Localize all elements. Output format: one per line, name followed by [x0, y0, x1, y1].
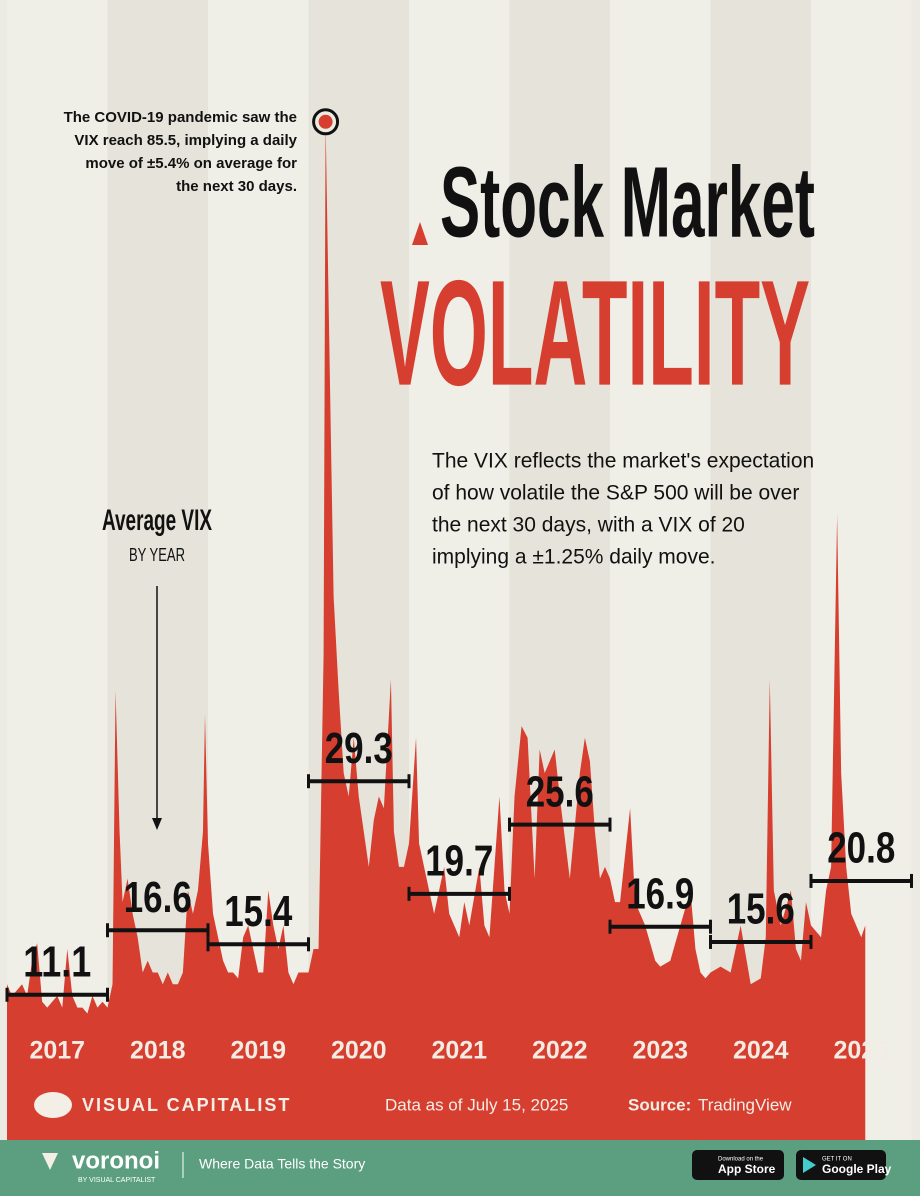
average-label: 16.6 [124, 873, 192, 922]
x-tick-label: 2018 [130, 1037, 186, 1065]
average-marker: 19.7 [407, 836, 511, 901]
average-label: 19.7 [425, 836, 493, 885]
average-marker: 15.4 [206, 887, 310, 952]
average-label: 15.4 [224, 887, 292, 936]
voronoi: voronoi [72, 1147, 160, 1174]
app-store: App Store [718, 1162, 776, 1176]
x-tick-label: 2025 [833, 1037, 889, 1065]
x-tick-label: 2024 [733, 1037, 789, 1065]
average-label: 16.9 [626, 869, 694, 918]
x-tick-label: 2023 [632, 1037, 688, 1065]
average-marker: 20.8 [809, 824, 913, 888]
annotation-line: move of ±5.4% on average for [85, 155, 297, 172]
title-arrow [412, 222, 428, 245]
annotation-line: VIX reach 85.5, implying a daily [74, 132, 297, 149]
x-tick-label: 2019 [230, 1037, 286, 1065]
average-label: Average VIX [102, 504, 212, 537]
x-tick-label: 2022 [532, 1037, 588, 1065]
vc-logo [34, 1092, 72, 1118]
app-store-badge[interactable] [692, 1150, 784, 1180]
year-stripe [7, 0, 108, 1140]
voronoi-by: BY VISUAL CAPITALIST [78, 1177, 156, 1184]
average-marker: 29.3 [307, 724, 411, 789]
x-tick-label: 2020 [331, 1037, 387, 1065]
description-line: The VIX reflects the market's expectatio… [432, 450, 814, 473]
description: The VIX reflects the market's expectatio… [432, 450, 814, 569]
description-line: the next 30 days, with a VIX of 20 [432, 514, 745, 537]
google-small: GET IT ON [822, 1157, 852, 1163]
voronoi-logo [42, 1153, 58, 1170]
brand: VISUAL CAPITALIST [82, 1095, 291, 1115]
source: TradingView [698, 1095, 792, 1114]
app-store-small: Download on the [718, 1157, 764, 1163]
chart-title-highlight: VOLATILITY [380, 249, 810, 417]
year-stripe [208, 0, 309, 1140]
chart-title: Stock Market [440, 146, 815, 258]
average-marker: 15.6 [709, 885, 813, 949]
average-marker: 16.9 [608, 869, 712, 934]
average-marker: 16.6 [106, 873, 210, 938]
source-label: Source: [628, 1095, 691, 1114]
x-tick-label: 2017 [29, 1037, 85, 1065]
annotation-line: the next 30 days. [176, 178, 297, 195]
data-date: Data as of July 15, 2025 [385, 1095, 568, 1114]
average-sublabel: BY YEAR [129, 545, 185, 565]
annotation-line: The COVID-19 pandemic saw the [64, 109, 297, 126]
average-label: 15.6 [727, 885, 795, 934]
area-base [7, 1125, 866, 1140]
average-label: 25.6 [526, 767, 594, 816]
average-label: 20.8 [827, 824, 895, 873]
google-play-icon [803, 1157, 816, 1173]
google-play-badge[interactable] [796, 1150, 886, 1180]
annotation: The COVID-19 pandemic saw the VIX reach 8… [64, 109, 298, 195]
plot: 2017 11.1 2018 16.6 2019 15.4 2020 29.3 2021 19.7… [5, 108, 913, 1140]
description-line: implying a ±1.25% daily move. [432, 546, 716, 569]
average-label: 11.1 [23, 937, 91, 986]
tagline: Where Data Tells the Story [199, 1156, 365, 1172]
description-line: of how volatile the S&P 500 will be over [432, 482, 799, 505]
footer: VISUAL CAPITALIST Data as of July 15, 20… [34, 1092, 892, 1184]
x-tick-label: 2021 [431, 1037, 487, 1065]
pointer-arrow-head [152, 818, 162, 830]
average-label: 29.3 [325, 724, 393, 773]
peak-dot [318, 114, 333, 129]
google-play: Google Play [822, 1162, 892, 1176]
average-marker: 11.1 [5, 937, 109, 1002]
average-marker: 25.6 [508, 767, 612, 832]
vix-area [7, 121, 866, 1126]
